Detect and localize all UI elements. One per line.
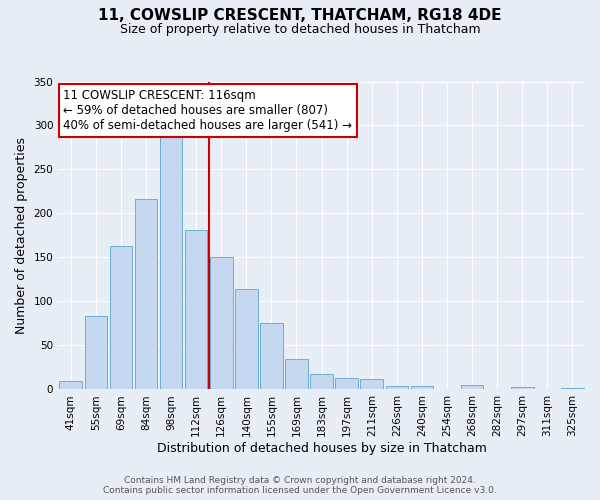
Text: Size of property relative to detached houses in Thatcham: Size of property relative to detached ho… <box>119 22 481 36</box>
Bar <box>160 137 182 390</box>
Text: 11 COWSLIP CRESCENT: 116sqm
← 59% of detached houses are smaller (807)
40% of se: 11 COWSLIP CRESCENT: 116sqm ← 59% of det… <box>64 89 352 132</box>
Bar <box>335 378 358 390</box>
Bar <box>310 374 333 390</box>
Y-axis label: Number of detached properties: Number of detached properties <box>15 137 28 334</box>
Bar <box>59 380 82 390</box>
Bar <box>511 387 533 390</box>
Bar <box>210 258 233 390</box>
Bar <box>134 200 157 390</box>
Bar <box>361 379 383 390</box>
Bar <box>410 386 433 390</box>
Bar <box>285 358 308 390</box>
X-axis label: Distribution of detached houses by size in Thatcham: Distribution of detached houses by size … <box>157 442 487 455</box>
Bar <box>235 289 257 390</box>
Bar <box>386 386 408 390</box>
Bar <box>185 230 208 390</box>
Text: 11, COWSLIP CRESCENT, THATCHAM, RG18 4DE: 11, COWSLIP CRESCENT, THATCHAM, RG18 4DE <box>98 8 502 22</box>
Bar <box>461 385 484 390</box>
Bar <box>110 246 132 390</box>
Bar <box>260 324 283 390</box>
Text: Contains HM Land Registry data © Crown copyright and database right 2024.
Contai: Contains HM Land Registry data © Crown c… <box>103 476 497 495</box>
Bar <box>85 316 107 390</box>
Bar <box>561 388 584 390</box>
